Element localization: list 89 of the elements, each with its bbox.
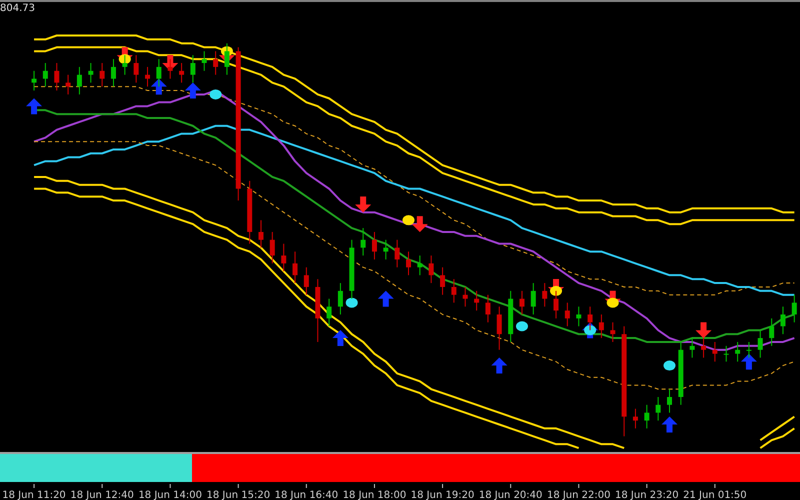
candlestick	[122, 54, 128, 76]
point	[412, 216, 428, 232]
candlestick	[598, 314, 604, 339]
candlestick	[32, 70, 37, 92]
point	[378, 290, 394, 307]
candlestick	[769, 318, 774, 346]
candlestick	[746, 341, 752, 358]
candlestick	[758, 330, 763, 358]
candlestick	[66, 74, 71, 95]
candlestick	[588, 306, 593, 331]
x-tick-label: 18 Jun 16:40	[274, 490, 338, 500]
point	[550, 286, 562, 296]
point	[210, 89, 222, 100]
x-tick-label: 18 Jun 18:00	[342, 490, 406, 500]
candlestick	[110, 58, 116, 88]
candlestick	[202, 50, 207, 72]
x-tick-label: 18 Jun 11:20	[2, 490, 66, 500]
candlestick	[496, 306, 502, 350]
candlestick	[667, 388, 672, 414]
x-tick-label: 21 Jun 01:50	[683, 490, 747, 500]
candlestick	[383, 239, 388, 260]
candlestick	[417, 255, 422, 276]
point	[346, 298, 358, 308]
candlestick	[656, 396, 661, 422]
x-tick-label: 18 Jun 23:20	[615, 490, 679, 500]
candlestick	[42, 62, 48, 88]
candlestick	[304, 266, 309, 296]
candlestick	[701, 338, 706, 358]
candlestick	[394, 239, 400, 268]
candlestick	[542, 282, 548, 308]
point	[402, 215, 415, 226]
candlestick	[792, 294, 797, 323]
point	[662, 416, 678, 432]
candlestick	[576, 306, 582, 327]
candlestick	[54, 62, 60, 92]
point	[184, 82, 201, 99]
candlestick	[190, 54, 196, 84]
point	[516, 321, 528, 332]
point	[150, 78, 167, 95]
candlestick	[451, 278, 456, 304]
point	[606, 298, 619, 308]
candlestick	[428, 255, 434, 284]
candlestick	[326, 298, 332, 327]
candlestick	[462, 286, 468, 308]
point	[26, 98, 42, 114]
candlestick	[213, 50, 218, 76]
candlestick	[644, 404, 650, 429]
x-tick-label: 18 Jun 22:00	[546, 490, 610, 500]
point	[332, 330, 348, 346]
candlestick	[292, 251, 298, 284]
candlestick	[281, 243, 286, 272]
candlestick	[610, 322, 616, 342]
candlestick	[564, 302, 570, 327]
candlestick	[360, 228, 366, 256]
point	[491, 358, 508, 374]
candlestick	[338, 282, 343, 315]
candlestick	[440, 266, 446, 296]
candlestick	[372, 231, 377, 260]
candlestick	[530, 282, 536, 315]
point	[664, 360, 676, 371]
candlestick	[690, 338, 695, 358]
candlestick	[632, 408, 638, 429]
text: 804.73	[0, 3, 35, 14]
candlestick	[724, 345, 729, 362]
candlestick	[554, 290, 559, 319]
candlestick	[100, 62, 105, 88]
point	[740, 354, 757, 370]
candlestick	[258, 220, 264, 248]
point	[696, 322, 712, 338]
x-tick-label: 18 Jun 14:00	[138, 490, 202, 500]
candlestick	[168, 58, 173, 80]
candlestick	[134, 54, 139, 84]
candlestick	[485, 294, 490, 323]
candlestick	[224, 42, 230, 76]
x-tick-label: 18 Jun 19:20	[410, 490, 474, 500]
candlestick	[519, 290, 524, 315]
candlestick	[156, 58, 162, 88]
candlestick	[76, 66, 82, 95]
candlestick	[88, 62, 94, 84]
candlestick	[735, 341, 740, 362]
x-tick-label: 18 Jun 12:40	[70, 490, 134, 500]
candlestick	[406, 251, 412, 276]
x-tick-label: 18 Jun 15:20	[206, 490, 270, 500]
x-tick-label: 18 Jun 20:40	[478, 490, 542, 500]
candlestick	[179, 62, 184, 84]
point	[355, 196, 372, 212]
candlestick	[712, 341, 718, 362]
candlestick	[780, 306, 786, 335]
candlestick	[270, 231, 275, 264]
